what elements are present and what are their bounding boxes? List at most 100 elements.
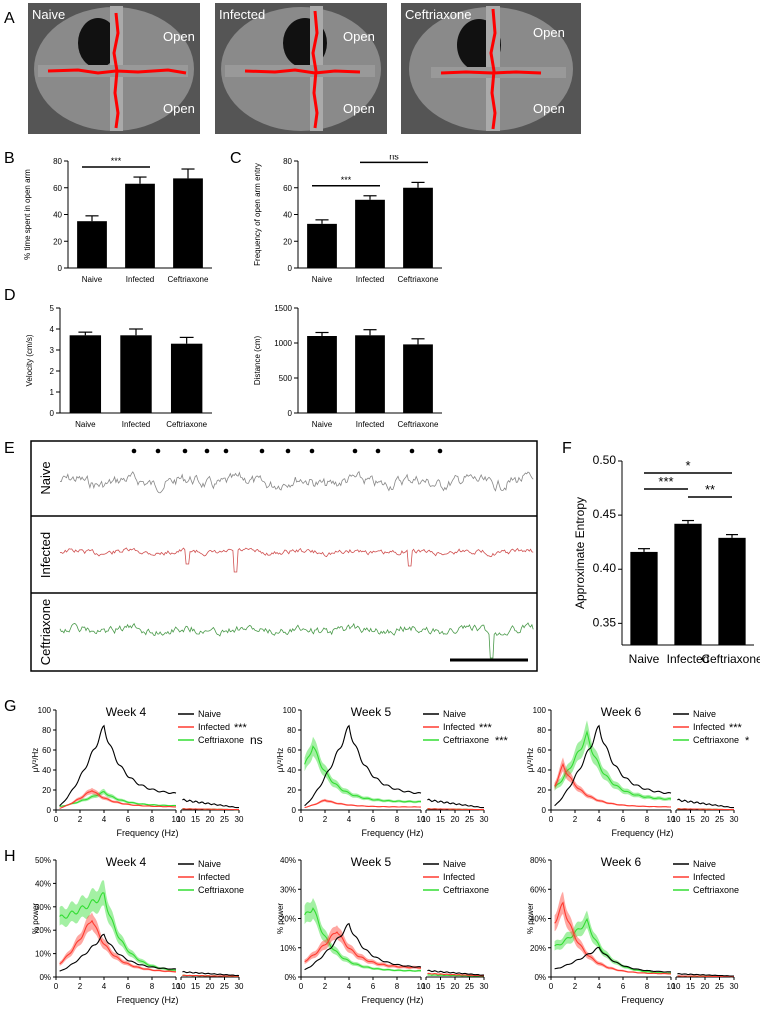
series-tail-infected	[677, 975, 734, 978]
y-tick-label: 0	[542, 806, 547, 815]
x-tick-label: Naive	[629, 652, 660, 666]
maze-image-ceftriaxone	[401, 3, 581, 134]
eeg-label-ceftriaxone: Ceftriaxone	[38, 599, 53, 665]
y-axis-label: μV²/Hz	[31, 748, 40, 773]
series-tail-infected	[427, 808, 484, 811]
x-tick-label: 30	[730, 815, 739, 824]
x-tick-label: 20	[701, 982, 710, 991]
y-axis-label: % power	[276, 903, 285, 934]
series-tail-naive	[427, 798, 485, 809]
series-line-naive	[59, 933, 177, 972]
series-tail-naive	[677, 798, 735, 809]
bar-naive	[69, 335, 102, 413]
y-axis-label: % time spent in open arm	[23, 169, 32, 260]
x-tick-label: 10	[417, 982, 426, 991]
panel-label-b: B	[4, 150, 15, 167]
legend-label-infected: Infected	[443, 722, 475, 732]
open-label-bottom-ceftriaxone: Open	[533, 101, 565, 116]
significance-label: ***	[111, 156, 122, 166]
y-tick-label: 0	[288, 409, 293, 418]
series-tail-naive	[677, 973, 734, 977]
photo-title-ceftriaxone: Ceftriaxone	[405, 7, 472, 22]
x-axis-label: Frequency (Hz)	[611, 828, 673, 838]
y-tick-label: 60	[53, 184, 62, 193]
x-tick-label: Naive	[312, 420, 333, 429]
y-axis-label: Distance (cm)	[253, 335, 262, 385]
x-tick-label: 0	[54, 815, 59, 824]
x-tick-label: 8	[395, 815, 400, 824]
eeg-trace-infected	[59, 547, 534, 573]
chart-d-velocity: 0 1 2 3 4 5 Naive Infected Ceftriaxone Velocity (…	[25, 304, 212, 429]
x-tick-label: 10	[422, 815, 431, 824]
legend-label-ceftriaxone: Ceftriaxone	[198, 885, 244, 895]
x-tick-label: 25	[220, 982, 229, 991]
x-tick-label: Infected	[356, 420, 384, 429]
x-tick-label: 6	[621, 982, 626, 991]
series-tail-naive	[427, 969, 485, 976]
legend-label-infected: Infected	[443, 872, 475, 882]
chart-f-approximate-entropy: 0.35 0.40 0.45 0.50 Naive InfectedCeftriaxone…	[573, 455, 760, 666]
eeg-peak-dot	[437, 448, 443, 454]
y-tick-label: 80	[42, 726, 51, 735]
bar-infected	[355, 199, 385, 268]
eeg-traces: Naive Infected Ceftriaxone	[30, 440, 538, 672]
y-tick-label: 0	[292, 806, 297, 815]
y-tick-label: 0%	[534, 973, 546, 982]
chart-title: Week 4	[106, 705, 147, 719]
open-label-top-infected: Open	[343, 29, 375, 44]
x-tick-label: 10	[422, 982, 431, 991]
x-tick-label: 2	[78, 982, 83, 991]
eeg-peak-dot	[309, 448, 315, 454]
y-tick-label: 40	[283, 211, 292, 220]
bar-naive	[307, 336, 337, 413]
x-tick-label: 10	[172, 982, 181, 991]
open-label-bottom-infected: Open	[343, 101, 375, 116]
series-line-naive	[554, 724, 672, 807]
x-tick-label: 30	[480, 982, 489, 991]
legend-significance: ***	[495, 735, 509, 747]
y-tick-label: 80%	[530, 856, 546, 865]
series-tail-infected	[182, 974, 239, 977]
x-tick-label: 20	[206, 982, 215, 991]
y-tick-label: 0%	[39, 973, 51, 982]
y-tick-label: 40	[42, 766, 51, 775]
y-tick-label: 100	[533, 706, 547, 715]
y-axis-label: Approximate Entropy	[573, 497, 587, 609]
y-tick-label: 80	[287, 726, 296, 735]
x-tick-label: 10	[672, 815, 681, 824]
x-tick-label: Naive	[312, 275, 333, 284]
significance-label: ns	[389, 155, 399, 161]
x-tick-label: Naive	[82, 275, 103, 284]
x-axis-label: Frequency (Hz)	[361, 828, 423, 838]
eeg-trace-naive	[59, 470, 534, 494]
eeg-peak-dot	[409, 448, 415, 454]
x-tick-label: 25	[715, 982, 724, 991]
legend-significance: ***	[234, 722, 248, 734]
series-line-ceftriaxone	[554, 730, 672, 800]
legend-label-ceftriaxone: Ceftriaxone	[443, 885, 489, 895]
x-tick-label: 8	[150, 982, 155, 991]
open-label-top-naive: Open	[163, 29, 195, 44]
x-tick-label: 15	[191, 815, 200, 824]
significance-label: ***	[658, 474, 673, 489]
photo-title-infected: Infected	[219, 7, 266, 22]
y-tick-label: 40%	[280, 856, 296, 865]
y-axis-label: Velocity (cm/s)	[25, 334, 34, 386]
legend-label-naive: Naive	[198, 709, 221, 719]
x-tick-label: 8	[645, 815, 650, 824]
legend-label-naive: Naive	[693, 709, 716, 719]
y-tick-label: 0.50	[593, 455, 617, 467]
panel-label-e: E	[4, 440, 15, 457]
y-tick-label: 0.40	[593, 561, 617, 575]
x-tick-label: 0	[549, 982, 554, 991]
bar-naive	[630, 551, 658, 645]
chart-d-distance: 0 500 1000 1500 Naive Infected Ceftriaxone Dist…	[253, 304, 442, 429]
x-tick-label: Infected	[667, 652, 710, 666]
x-tick-label: 6	[126, 815, 131, 824]
eeg-peak-dot	[352, 448, 358, 454]
x-tick-label: 30	[235, 982, 244, 991]
y-tick-label: 20	[287, 786, 296, 795]
